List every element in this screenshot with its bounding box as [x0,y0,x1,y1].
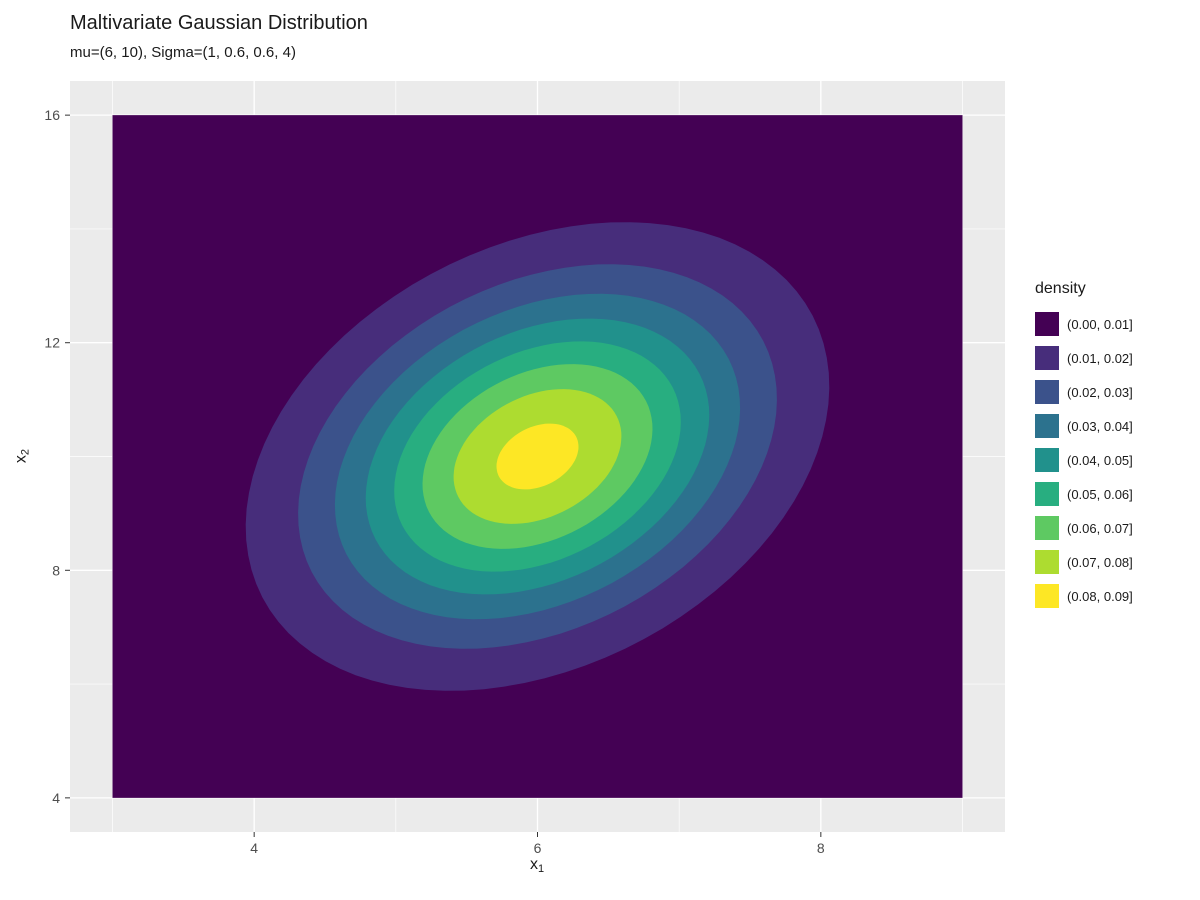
legend-entry: (0.02, 0.03] [1035,380,1133,404]
legend-swatch [1035,346,1059,370]
y-tick-label: 4 [52,790,60,806]
chart-subtitle: mu=(6, 10), Sigma=(1, 0.6, 0.6, 4) [70,44,296,61]
legend-entries: (0.00, 0.01] (0.01, 0.02] (0.02, 0.03] (0.0… [1035,312,1133,608]
legend-swatch [1035,516,1059,540]
legend-swatch [1035,312,1059,336]
legend-entry: (0.03, 0.04] [1035,414,1133,438]
x-axis-title-sub: 1 [537,863,545,875]
legend: density (0.00, 0.01] (0.01, 0.02] (0.02, 0… [1035,280,1133,618]
legend-title: density [1035,280,1086,297]
y-tick-label: 12 [44,335,60,351]
legend-label: (0.00, 0.01] [1067,316,1133,332]
x-tick-label: 8 [817,840,825,856]
x-axis-title-base: x [529,856,538,873]
x-axis-title: x1 [530,856,544,875]
legend-entry: (0.00, 0.01] [1035,312,1133,336]
legend-label: (0.06, 0.07] [1067,520,1133,536]
legend-label: (0.02, 0.03] [1067,384,1133,400]
legend-swatch [1035,414,1059,438]
y-axis-title-base: x [12,455,30,464]
legend-entry: (0.08, 0.09] [1035,584,1133,608]
x-tick-label: 6 [534,840,542,856]
y-axis-title-sub: 2 [19,448,32,456]
legend-entry: (0.05, 0.06] [1035,482,1133,506]
contour-band-8 [496,423,579,490]
y-tick-label: 16 [44,107,60,123]
y-axis-title: x2 [13,449,32,463]
chart-title: Maltivariate Gaussian Distribution [70,12,368,34]
legend-label: (0.01, 0.02] [1067,350,1133,366]
legend-label: (0.03, 0.04] [1067,418,1133,434]
legend-label: (0.04, 0.05] [1067,452,1133,468]
legend-label: (0.05, 0.06] [1067,486,1133,502]
legend-swatch [1035,584,1059,608]
legend-swatch [1035,380,1059,404]
legend-swatch [1035,448,1059,472]
legend-entry: (0.07, 0.08] [1035,550,1133,574]
legend-label: (0.07, 0.08] [1067,554,1133,570]
legend-swatch [1035,482,1059,506]
x-tick-label: 4 [250,840,258,856]
legend-entry: (0.01, 0.02] [1035,346,1133,370]
legend-swatch [1035,550,1059,574]
legend-entry: (0.04, 0.05] [1035,448,1133,472]
legend-entry: (0.06, 0.07] [1035,516,1133,540]
legend-label: (0.08, 0.09] [1067,588,1133,604]
y-tick-label: 8 [52,562,60,578]
